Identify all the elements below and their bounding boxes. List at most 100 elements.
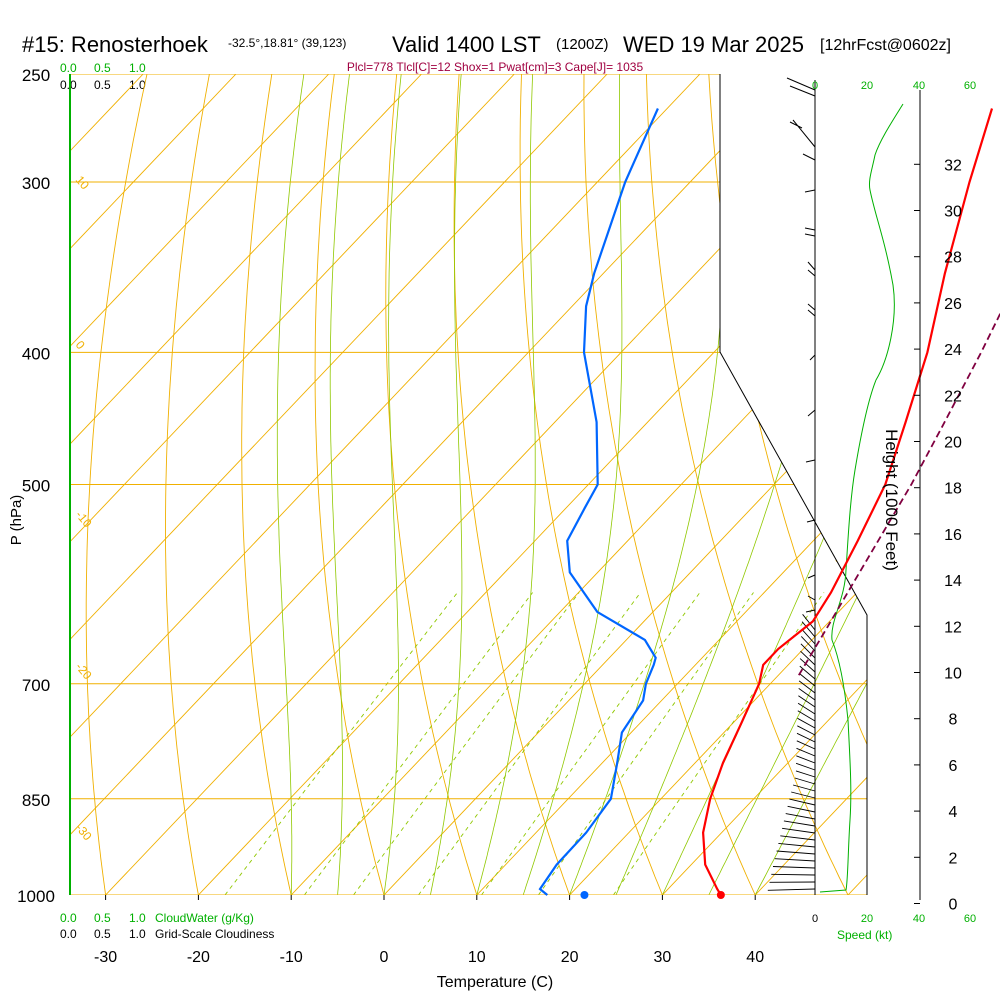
wind-barb <box>802 614 816 631</box>
moist-adiabat-line <box>430 74 463 895</box>
cloud-bottom-black-1: 0.5 <box>94 927 111 941</box>
moist-adiabat-line <box>708 74 867 895</box>
height-tick-label: 18 <box>944 481 962 498</box>
y-axis-title: P (hPa) <box>8 495 25 546</box>
cloud-top-green-2: 1.0 <box>129 61 146 75</box>
speed-tick-label-bottom: 0 <box>812 913 818 925</box>
cloudwater-title: CloudWater (g/Kg) <box>155 911 254 925</box>
cloud-bottom-black-0: 0.0 <box>60 927 77 941</box>
wind-barb <box>799 673 816 687</box>
moist-adiabat-line <box>662 74 867 895</box>
theta-label-left: -20 <box>73 660 95 683</box>
isotherm-line <box>70 74 330 895</box>
speed-tick-label-top: 20 <box>861 80 873 92</box>
parcel-parameters: Plcl=778 Tlcl[C]=12 Shox=1 Pwat[cm]=3 Ca… <box>347 60 644 74</box>
wind-barb <box>801 621 816 638</box>
mixing-ratio-label: 3 <box>354 903 371 917</box>
dry-adiabat-line <box>385 74 478 895</box>
dewpoint-profile-line <box>538 108 659 896</box>
cloud-top-black-1: 0.5 <box>94 78 111 92</box>
profiles <box>538 108 1000 899</box>
height-tick-label: 22 <box>944 388 962 405</box>
wind-barb <box>767 888 816 891</box>
theta-label-left: -10 <box>73 508 95 531</box>
wind-barb <box>807 303 816 317</box>
mixing-ratio-line <box>224 592 458 895</box>
pressure-tick-label: 300 <box>22 174 50 193</box>
date-label: WED 19 Mar 2025 <box>623 32 804 57</box>
speed-tick-label-bottom: 40 <box>913 913 925 925</box>
wind-barb <box>794 777 816 785</box>
diagram-boundary <box>719 74 868 895</box>
speed-axis-title: Speed (kt) <box>837 928 892 942</box>
wind-speed-curve <box>819 103 904 893</box>
cloud-bottom-green-2: 1.0 <box>129 911 146 925</box>
theta-label-right: 10 <box>736 357 767 388</box>
wind-barb <box>776 850 816 855</box>
height-tick-label: 24 <box>944 342 962 359</box>
wind-barb <box>796 755 816 764</box>
surface-temperature-point <box>716 891 725 899</box>
height-tick-label: 32 <box>944 157 962 174</box>
isotherm-line <box>70 74 422 895</box>
height-tick-label: 0 <box>949 897 958 914</box>
temperature-tick-label: 10 <box>468 949 486 966</box>
wind-barb <box>785 813 816 820</box>
wind-barb <box>797 725 816 736</box>
speed-tick-label-top: 60 <box>964 80 976 92</box>
valid-time: Valid 1400 LST <box>392 32 541 57</box>
pressure-tick-label: 500 <box>22 477 50 496</box>
mixing-ratio-line <box>418 592 641 895</box>
axes-labels: 0246810121416182022242628303225030040050… <box>17 66 962 966</box>
dry-adiabat-line <box>833 74 867 895</box>
chart-frame <box>69 74 868 895</box>
height-tick-label: 10 <box>944 666 962 683</box>
wind-panel: 0 0 20 20 40 40 60 60 <box>767 77 976 925</box>
wind-barb <box>799 658 816 673</box>
wind-barb <box>796 740 816 750</box>
pressure-tick-label: 400 <box>22 344 50 363</box>
theta-label-right: 0 <box>719 232 737 250</box>
wind-barb <box>778 842 816 848</box>
wind-barb <box>789 119 816 148</box>
cloud-top-green-0: 0.0 <box>60 61 77 75</box>
station-title: #15: Renosterhoek <box>22 32 209 57</box>
mixing-ratio-line <box>481 592 701 895</box>
cloud-bottom-black-2: 1.0 <box>129 927 146 941</box>
wind-barb <box>796 732 816 743</box>
cloud-bottom-green-1: 0.5 <box>94 911 111 925</box>
height-tick-label: 14 <box>944 573 962 590</box>
wind-barb <box>807 261 816 277</box>
isotherm-line <box>70 74 237 895</box>
wind-barb <box>795 762 816 771</box>
wind-barb <box>805 595 816 613</box>
height-tick-label: 20 <box>944 435 962 452</box>
wind-barb <box>798 680 816 694</box>
pressure-tick-label: 1000 <box>17 887 55 906</box>
station-coords: -32.5°,18.81° (39,123) <box>228 36 346 50</box>
wind-barb <box>774 858 816 862</box>
wind-barb <box>800 643 816 659</box>
wind-barb <box>798 695 816 708</box>
wind-barb <box>783 820 816 827</box>
wind-barb <box>791 791 816 799</box>
isotherm-line <box>662 74 867 895</box>
x-axis-title: Temperature (C) <box>437 974 553 991</box>
theta-label-left: 10 <box>73 173 93 192</box>
surface-dewpoint-point <box>580 891 589 899</box>
temperature-tick-label: 20 <box>561 949 579 966</box>
temperature-tick-label: -30 <box>94 949 117 966</box>
pressure-tick-label: 700 <box>22 676 50 695</box>
speed-tick-label-top: 40 <box>913 80 925 92</box>
wind-barb <box>795 770 816 778</box>
speed-tick-label-bottom: 60 <box>964 913 976 925</box>
wind-barb <box>807 409 816 417</box>
theta-label-right: 20 <box>786 453 811 478</box>
wind-barb <box>804 227 816 237</box>
wind-barb <box>800 636 816 652</box>
cloud-bottom-green-0: 0.0 <box>60 911 77 925</box>
cloud-top-green-1: 0.5 <box>94 61 111 75</box>
zulu-time: (1200Z) <box>556 36 609 53</box>
dry-adiabat-line <box>85 74 148 895</box>
